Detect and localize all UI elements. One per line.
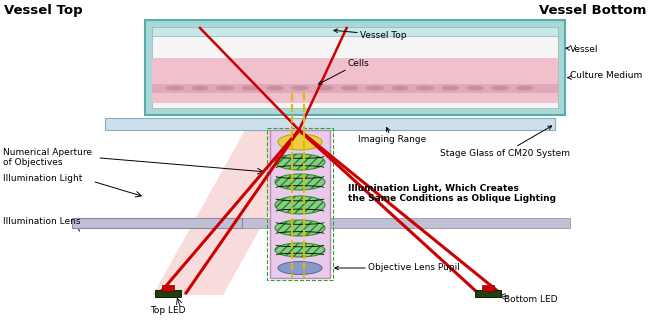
Bar [330, 218, 570, 228]
Bar [105, 118, 555, 130]
Text: Objective Lens Pupil: Objective Lens Pupil [335, 264, 460, 272]
Bar [482, 285, 494, 291]
Ellipse shape [278, 262, 322, 275]
Text: Illumination Light: Illumination Light [3, 174, 83, 183]
Bar [162, 285, 174, 291]
Text: Vessel Top: Vessel Top [334, 29, 406, 40]
Ellipse shape [316, 85, 334, 90]
Bar [145, 20, 565, 115]
Bar [182, 218, 270, 228]
Text: Cells: Cells [318, 58, 370, 84]
Bar [152, 58, 558, 103]
Ellipse shape [278, 134, 322, 150]
Ellipse shape [491, 85, 509, 90]
Ellipse shape [191, 85, 209, 90]
Ellipse shape [341, 85, 359, 90]
Ellipse shape [275, 196, 325, 214]
Text: Vessel Bottom: Vessel Bottom [539, 4, 646, 17]
Bar [152, 84, 558, 93]
Bar [152, 27, 558, 36]
Text: Bottom LED: Bottom LED [504, 295, 558, 304]
Ellipse shape [275, 174, 325, 190]
Bar [152, 27, 558, 108]
Ellipse shape [441, 85, 459, 90]
Polygon shape [153, 130, 315, 295]
Ellipse shape [275, 243, 325, 257]
Text: Illumination Lens: Illumination Lens [3, 217, 81, 226]
Ellipse shape [416, 85, 434, 90]
Bar [267, 128, 333, 280]
Text: Vessel Top: Vessel Top [4, 4, 83, 17]
Bar [475, 290, 501, 297]
Ellipse shape [516, 85, 534, 90]
Text: Imaging Range: Imaging Range [358, 127, 426, 145]
Text: Numerical Aperture
of Objectives: Numerical Aperture of Objectives [3, 148, 92, 167]
Text: Vessel: Vessel [566, 46, 599, 55]
Ellipse shape [266, 85, 284, 90]
Ellipse shape [216, 85, 234, 90]
Text: Top LED: Top LED [150, 306, 186, 315]
Ellipse shape [466, 85, 484, 90]
Ellipse shape [391, 85, 409, 90]
Ellipse shape [366, 85, 384, 90]
Bar [270, 130, 330, 278]
Ellipse shape [275, 220, 325, 236]
Text: Culture Medium: Culture Medium [567, 71, 642, 80]
Ellipse shape [275, 154, 325, 170]
Text: Illumination Light, Which Creates
the Same Conditions as Oblique Lighting: Illumination Light, Which Creates the Sa… [348, 184, 556, 203]
Ellipse shape [291, 85, 309, 90]
Bar [72, 218, 242, 228]
Bar [155, 290, 181, 297]
Text: Stage Glass of CM20 System: Stage Glass of CM20 System [440, 126, 570, 158]
Ellipse shape [241, 85, 259, 90]
Ellipse shape [166, 85, 184, 90]
